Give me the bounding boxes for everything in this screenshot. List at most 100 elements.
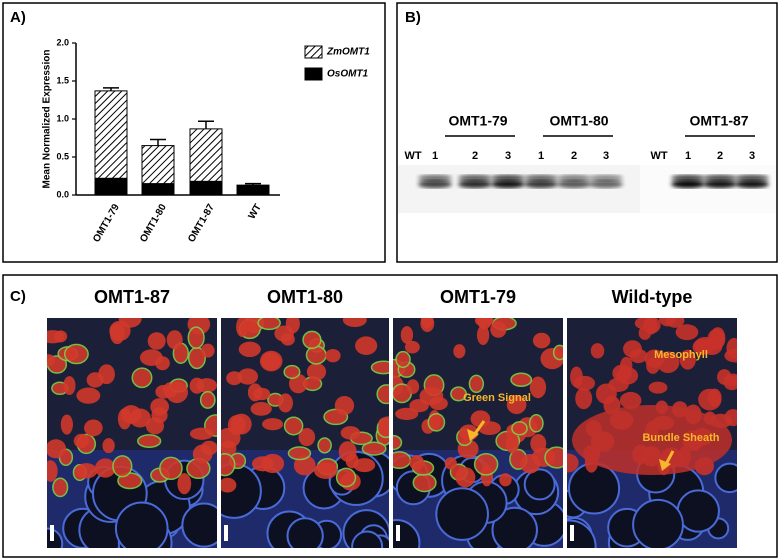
legend-label: OsOMT1 (327, 69, 369, 80)
error-bar (103, 87, 119, 91)
chloroplast-cell (293, 455, 316, 476)
x-tick-label: OMT1-87 (186, 202, 217, 244)
chloroplast-cell (76, 387, 101, 404)
bar-segment (141, 145, 175, 185)
chloroplast-cell (404, 340, 420, 354)
chloroplast-cell (510, 372, 533, 387)
lane-label: 1 (538, 150, 544, 162)
chloroplast-cell (340, 426, 361, 440)
lane-label: 3 (603, 150, 609, 162)
blot-band (735, 180, 769, 188)
panel-b-frame (396, 2, 778, 263)
chloroplast-cell (151, 407, 168, 424)
blot-band (589, 180, 623, 188)
chloroplast-cell (353, 458, 376, 473)
blot-band (671, 175, 705, 181)
chloroplast-cell (450, 386, 467, 402)
group-label: OMT1-79 (448, 113, 507, 129)
chloroplast-cell (505, 434, 519, 454)
error-bar (150, 138, 166, 146)
group-label: OMT1-80 (549, 113, 608, 129)
bar-segment (189, 180, 223, 196)
chloroplast-cell (455, 467, 476, 488)
chloroplast-cell (63, 376, 76, 396)
scale-bar (570, 525, 574, 541)
chloroplast-cell (261, 453, 285, 474)
chloroplast-cell (658, 318, 676, 327)
chloroplast-cell (476, 325, 490, 345)
blot-band (491, 175, 525, 181)
chloroplast-cell (726, 337, 737, 359)
error-bar (198, 120, 214, 129)
legend-label: ZmOMT1 (326, 47, 370, 58)
chloroplast-cell (473, 452, 499, 476)
chloroplast-cell (376, 384, 389, 405)
chloroplast-cell (60, 414, 73, 435)
lane-label: 2 (717, 150, 723, 162)
chloroplast-cell (395, 407, 419, 421)
chloroplast-cell (274, 325, 294, 342)
blot-band (418, 175, 452, 181)
lane-label: 1 (685, 150, 691, 162)
chloroplast-cell (221, 453, 236, 477)
blot-band (491, 180, 525, 188)
blot-band (557, 180, 591, 188)
legend-swatch (304, 45, 323, 59)
chloroplast-cell (474, 318, 494, 327)
chloroplast-cell (444, 457, 457, 470)
bar-segment (141, 183, 175, 196)
chloroplast-cell (47, 460, 58, 482)
chloroplast-cell (302, 330, 322, 350)
chloroplast-cell (47, 439, 67, 459)
micrograph (47, 318, 217, 548)
chloroplast-cell (490, 321, 507, 338)
annotation: Mesophyll (654, 349, 708, 361)
blot-membrane (398, 165, 776, 213)
chloroplast-cell (707, 388, 722, 407)
chloroplast-cell (707, 328, 726, 350)
chloroplast-cell (95, 458, 116, 478)
chloroplast-cell (427, 412, 446, 432)
chloroplast-cell (261, 352, 281, 371)
chloroplast-cell (575, 387, 593, 410)
chloroplast-cell (283, 364, 301, 380)
lane-label: WT (404, 150, 421, 162)
micrograph (393, 318, 563, 548)
chloroplast-cell (470, 410, 491, 428)
x-tick-label: OMT1-80 (138, 202, 169, 244)
chloroplast-cell (262, 418, 284, 431)
chloroplast-cell (590, 343, 605, 359)
chloroplast-cell (370, 360, 389, 375)
chloroplast-cell (552, 344, 563, 361)
chloroplast-cell (84, 419, 103, 437)
chloroplast-cell (361, 441, 387, 456)
legend-swatch (304, 67, 323, 81)
lane-label: 1 (432, 150, 438, 162)
error-bar (245, 182, 261, 186)
micrograph-title: Wild-type (612, 287, 693, 307)
lane-label: 3 (505, 150, 511, 162)
chloroplast-cell (342, 318, 367, 327)
chloroplast-cell (109, 322, 125, 345)
chloroplast-cell (499, 473, 512, 487)
scale-bar (224, 525, 228, 541)
y-tick-label: 1.0 (56, 113, 69, 123)
chloroplast-cell (102, 438, 115, 454)
chloroplast-cell (298, 427, 316, 447)
chloroplast-cell (221, 477, 237, 493)
bundle-sheath (572, 405, 732, 475)
vascular-cell (491, 506, 538, 548)
chloroplast-cell (325, 348, 341, 363)
chloroplast-cell (506, 395, 527, 415)
chloroplast-cell (393, 434, 403, 451)
chloroplast-cell (528, 414, 544, 433)
chloroplast-cell (335, 467, 357, 488)
vascular-cell (114, 501, 169, 548)
vascular-cell (567, 519, 597, 548)
x-tick-label: WT (247, 202, 264, 221)
chloroplast-cell (345, 453, 359, 469)
panel-label: C) (10, 288, 26, 305)
y-axis-label: Mean Normalized Expression (42, 50, 53, 189)
chloroplast-cell (237, 368, 258, 385)
chloroplast-cell (283, 416, 304, 436)
